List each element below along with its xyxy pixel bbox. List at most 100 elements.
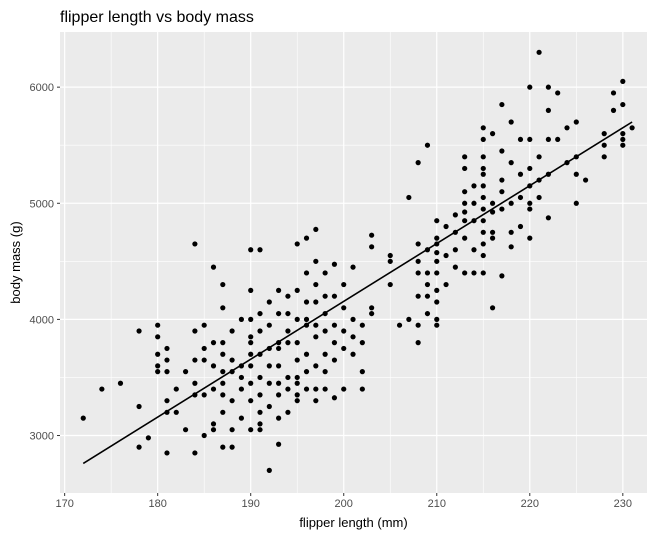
- data-point: [462, 270, 468, 276]
- data-point: [294, 380, 300, 386]
- chart-title: flipper length vs body mass: [60, 9, 254, 26]
- data-point: [424, 293, 431, 299]
- data-point: [257, 392, 263, 398]
- data-point: [573, 200, 579, 206]
- data-point: [434, 218, 440, 224]
- regression-line: [82, 121, 633, 465]
- data-point: [266, 322, 272, 328]
- data-point: [331, 357, 338, 363]
- data-point: [434, 235, 440, 241]
- data-point: [238, 374, 244, 381]
- data-point: [517, 223, 524, 230]
- data-point: [238, 415, 244, 421]
- data-point: [266, 403, 272, 410]
- data-point: [313, 258, 319, 264]
- data-point: [480, 154, 486, 160]
- data-point: [359, 369, 365, 375]
- data-point: [359, 322, 365, 328]
- data-point: [331, 395, 338, 401]
- data-point: [443, 252, 449, 259]
- data-point: [350, 264, 356, 270]
- data-point: [220, 380, 226, 386]
- data-point: [517, 194, 524, 201]
- data-point: [434, 258, 440, 264]
- data-point: [387, 252, 393, 259]
- data-point: [313, 386, 319, 392]
- data-point: [452, 247, 458, 253]
- data-point: [285, 386, 291, 392]
- data-point: [276, 441, 282, 447]
- x-tick-label: 180: [148, 498, 166, 510]
- data-point: [248, 334, 254, 340]
- data-point: [164, 450, 170, 456]
- data-point: [545, 136, 551, 143]
- data-point: [248, 363, 254, 369]
- data-point: [313, 299, 319, 305]
- data-point: [313, 363, 319, 369]
- data-point: [294, 374, 300, 381]
- data-point: [303, 386, 310, 392]
- data-point: [443, 281, 449, 288]
- data-point: [462, 154, 468, 160]
- data-point: [229, 427, 235, 433]
- data-point: [527, 136, 533, 143]
- data-point: [471, 270, 477, 276]
- data-point: [210, 386, 217, 392]
- data-point: [155, 322, 161, 328]
- data-point: [480, 206, 486, 212]
- data-point: [248, 351, 254, 357]
- data-point: [303, 369, 310, 375]
- data-point: [201, 357, 207, 363]
- data-point: [313, 226, 319, 233]
- data-point: [424, 270, 431, 276]
- data-point: [155, 369, 161, 375]
- data-point: [257, 310, 263, 317]
- data-point: [285, 409, 291, 415]
- data-point: [536, 154, 542, 160]
- data-point: [210, 427, 217, 433]
- data-point: [155, 351, 161, 357]
- x-axis: 170 180 190 200 210 220 230: [55, 493, 632, 510]
- data-point: [192, 241, 198, 247]
- data-point: [220, 444, 226, 450]
- data-point: [294, 241, 300, 247]
- data-point: [164, 398, 170, 404]
- data-point: [480, 229, 486, 235]
- y-tick-label: 4000: [30, 314, 54, 326]
- y-axis: 3000 4000 5000 6000: [30, 82, 60, 443]
- data-point: [434, 250, 440, 256]
- data-point: [480, 171, 486, 177]
- x-tick-label: 190: [242, 498, 260, 510]
- data-point: [350, 334, 356, 340]
- data-point: [415, 241, 421, 247]
- data-point: [266, 299, 272, 305]
- data-point: [369, 244, 375, 250]
- data-point: [341, 305, 347, 311]
- data-point: [145, 435, 151, 441]
- data-point: [276, 380, 282, 386]
- data-point: [285, 340, 291, 346]
- data-point: [601, 154, 607, 160]
- data-point: [303, 351, 310, 357]
- data-point: [583, 177, 589, 183]
- data-point: [266, 467, 272, 473]
- data-point: [480, 218, 486, 224]
- data-point: [499, 206, 505, 212]
- data-point: [489, 200, 496, 206]
- data-point: [434, 270, 440, 276]
- data-point: [257, 427, 263, 433]
- data-point: [266, 380, 272, 386]
- data-point: [248, 316, 254, 322]
- data-point: [527, 200, 533, 206]
- data-point: [201, 432, 207, 439]
- data-point: [276, 345, 282, 352]
- data-point: [322, 293, 328, 299]
- data-point: [136, 328, 142, 334]
- data-point: [192, 357, 198, 363]
- data-point: [489, 131, 496, 137]
- data-point: [499, 101, 505, 108]
- data-point: [610, 107, 617, 113]
- data-point: [480, 194, 486, 201]
- data-point: [182, 369, 189, 375]
